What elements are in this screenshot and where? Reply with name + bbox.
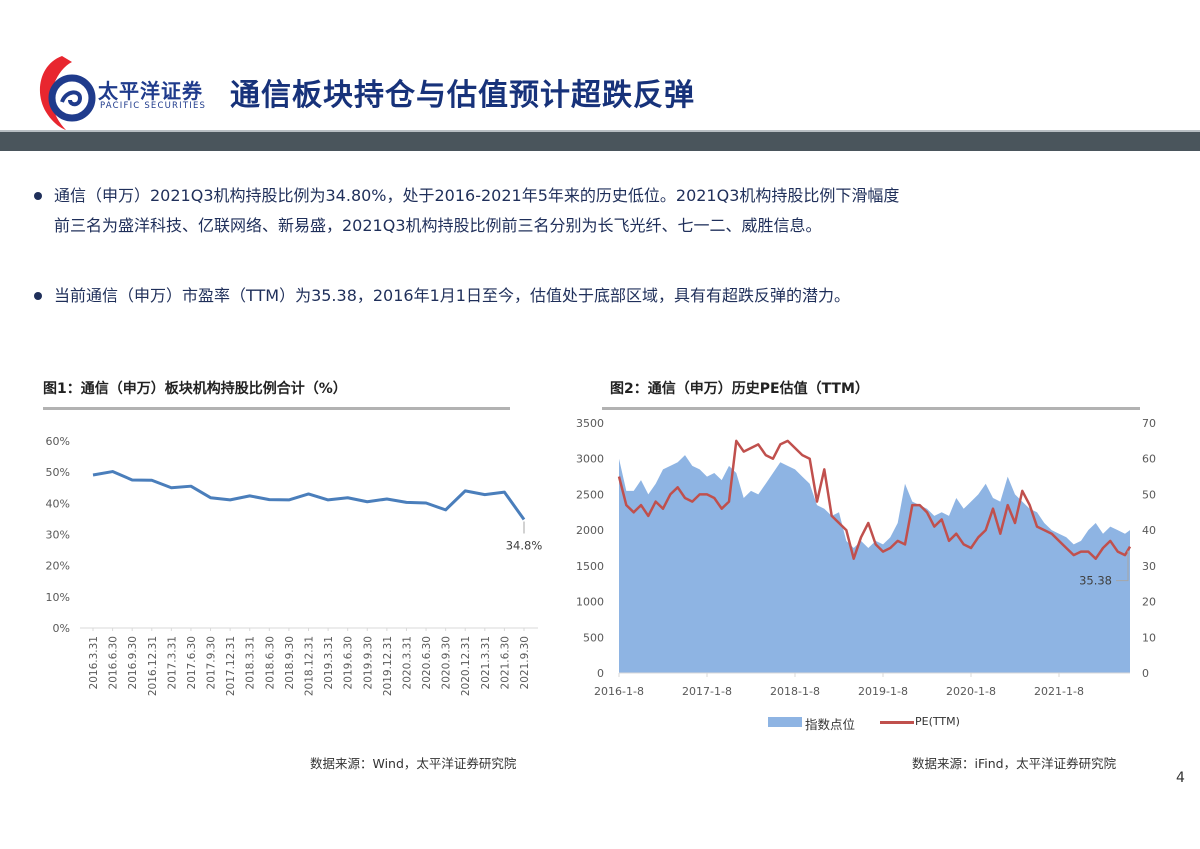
- x-tick-label: 2016.3.31: [88, 636, 100, 689]
- logo-english-name: PACIFIC SECURITIES: [100, 101, 207, 111]
- y-left-tick-label: 1000: [576, 596, 604, 609]
- x-tick-label: 2020.12.31: [460, 636, 472, 696]
- bullet-institutional-holding: 通信（申万）2021Q3机构持股比例为34.80%，处于2016-2021年5年…: [34, 181, 1134, 241]
- x-tick-label: 2021.3.31: [480, 636, 492, 689]
- x-tick-label: 2017-1-8: [682, 685, 732, 698]
- legend-pe-label: PE(TTM): [915, 715, 960, 728]
- y-left-tick-label: 2500: [576, 488, 604, 501]
- figure2-title-underline: [602, 407, 1140, 410]
- y-tick-label: 30%: [46, 529, 70, 542]
- y-tick-label: 0%: [53, 622, 70, 635]
- x-tick-label: 2020.3.31: [401, 636, 413, 689]
- legend-index-label: 指数点位: [805, 717, 856, 732]
- figure2-pe-chart: 0 500 1000 1500 2000 2500 3000 3500 0 10 20 30 40 50 6…: [576, 417, 1156, 698]
- x-tick-label: 2021.6.30: [499, 636, 511, 689]
- y-tick-label: 40%: [46, 497, 70, 510]
- y-right-tick-label: 30: [1142, 560, 1156, 573]
- y-left-tick-label: 0: [597, 667, 604, 680]
- y-right-tick-label: 20: [1142, 596, 1156, 609]
- bullet-line: 前三名为盛洋科技、亿联网络、新易盛，2021Q3机构持股比例前三名分别为长飞光纤…: [54, 216, 822, 235]
- y-tick-label: 50%: [46, 466, 70, 479]
- x-tick-label: 2018.6.30: [264, 636, 276, 689]
- x-tick-label: 2017.9.30: [206, 636, 218, 689]
- figure1-title-underline: [43, 407, 510, 410]
- x-tick-label: 2020.6.30: [421, 636, 433, 689]
- y-right-tick-label: 0: [1142, 667, 1149, 680]
- y-left-tick-label: 2000: [576, 524, 604, 537]
- y-tick-label: 10%: [46, 591, 70, 604]
- logo-chinese-name: 太平洋证券: [98, 79, 203, 103]
- header-divider-bar: [0, 130, 1200, 151]
- y-right-tick-label: 70: [1142, 417, 1156, 430]
- figure1-source: 数据来源：Wind，太平洋证券研究院: [310, 756, 517, 771]
- figure1-title: 图1：通信（申万）板块机构持股比例合计（%）: [43, 381, 347, 397]
- x-tick-label: 2018.9.30: [284, 636, 296, 689]
- x-tick-label: 2017.6.30: [186, 636, 198, 689]
- holding-ratio-line: [92, 470, 526, 521]
- annotation-last-value: 34.8%: [506, 539, 543, 553]
- legend-index-swatch-icon: [768, 717, 802, 727]
- y-left-tick-label: 3500: [576, 417, 604, 430]
- bullet-pe-valuation: 当前通信（申万）市盈率（TTM）为35.38，2016年1月1日至今，估值处于底…: [34, 281, 1134, 311]
- x-tick-label: 2016.6.30: [108, 636, 120, 689]
- x-tick-label: 2020-1-8: [946, 685, 996, 698]
- page-title: 通信板块持仓与估值预计超跌反弹: [230, 78, 695, 113]
- page-number: 4: [1176, 770, 1185, 786]
- x-tick-label: 2016.12.31: [147, 636, 159, 696]
- figure2-source: 数据来源：iFind，太平洋证券研究院: [912, 756, 1117, 771]
- y-right-tick-label: 10: [1142, 631, 1156, 644]
- legend-pe-line-icon: [880, 721, 914, 724]
- annotation-last-pe: 35.38: [1079, 574, 1112, 588]
- x-tick-label: 2019.9.30: [362, 636, 374, 689]
- y-left-tick-label: 3000: [576, 453, 604, 466]
- x-tick-label: 2021.9.30: [519, 636, 531, 689]
- x-tick-label: 2018-1-8: [770, 685, 820, 698]
- x-tick-label: 2016-1-8: [594, 685, 644, 698]
- x-tick-label: 2018.12.31: [304, 636, 316, 696]
- y-right-tick-label: 60: [1142, 453, 1156, 466]
- y-right-tick-label: 50: [1142, 488, 1156, 501]
- x-tick-label: 2020.9.30: [441, 636, 453, 689]
- x-tick-label: 2017.3.31: [166, 636, 178, 689]
- x-tick-label: 2019.12.31: [382, 636, 394, 696]
- x-tick-label: 2019.6.30: [343, 636, 355, 689]
- bullet-line: 当前通信（申万）市盈率（TTM）为35.38，2016年1月1日至今，估值处于底…: [54, 286, 850, 305]
- x-tick-label: 2018.3.31: [245, 636, 257, 689]
- y-left-tick-label: 1500: [576, 560, 604, 573]
- annotation-leader: [1116, 550, 1129, 582]
- bullet-dot-icon: [34, 192, 42, 200]
- y-tick-label: 20%: [46, 560, 70, 573]
- bullet-dot-icon: [34, 292, 42, 300]
- x-tick-label: 2021-1-8: [1034, 685, 1084, 698]
- y-tick-label: 60%: [46, 435, 70, 448]
- x-tick-label: 2019-1-8: [858, 685, 908, 698]
- pacific-securities-logo-icon: [39, 56, 96, 130]
- figure2-title: 图2：通信（申万）历史PE估值（TTM）: [610, 381, 869, 397]
- x-tick-label: 2019.3.31: [323, 636, 335, 689]
- figure1-line-chart: 0% 10% 20% 30% 40% 50% 60% 2016.3.31 2016.6.30 20…: [46, 435, 543, 696]
- bullet-line: 通信（申万）2021Q3机构持股比例为34.80%，处于2016-2021年5年…: [54, 186, 900, 205]
- y-right-tick-label: 40: [1142, 524, 1156, 537]
- pe-ttm-line: [617, 439, 1132, 560]
- x-tick-label: 2017.12.31: [225, 636, 237, 696]
- x-tick-label: 2016.9.30: [127, 636, 139, 689]
- company-logo: [32, 52, 222, 132]
- y-left-tick-label: 500: [583, 631, 604, 644]
- index-area-series: [619, 455, 1130, 673]
